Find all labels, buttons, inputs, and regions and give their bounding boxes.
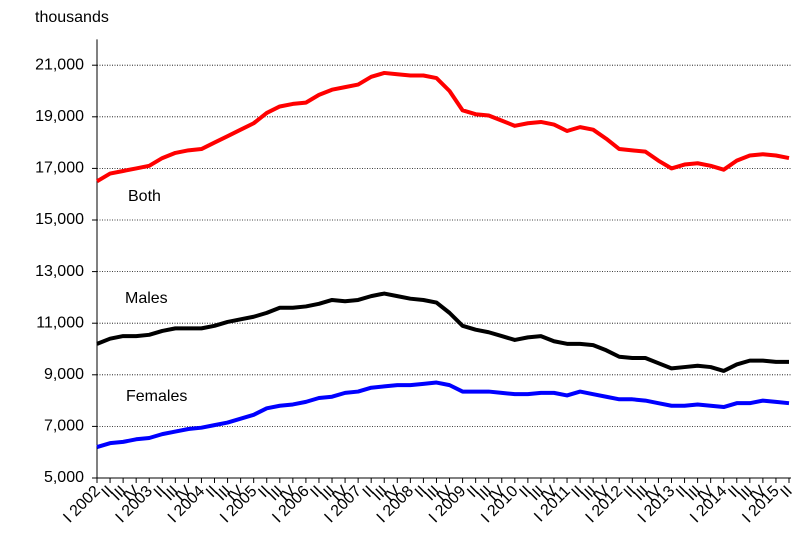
y-tick-label: 5,000 — [44, 469, 84, 486]
x-tick-label: II — [778, 483, 792, 501]
y-tick-label: 11,000 — [36, 314, 84, 331]
series-label: Females — [126, 388, 187, 405]
y-tick-label: 9,000 — [44, 366, 84, 383]
y-tick-label: 21,000 — [35, 56, 84, 73]
series-label: Males — [125, 290, 168, 307]
y-tick-label: 13,000 — [35, 263, 84, 280]
series-line — [95, 70, 790, 184]
y-tick-label: 15,000 — [35, 211, 84, 228]
y-tick-label: 19,000 — [35, 108, 84, 125]
y-tick-label: 7,000 — [44, 418, 84, 435]
series-line — [96, 380, 790, 449]
series-line — [96, 291, 789, 373]
y-tick-label: 17,000 — [35, 160, 84, 177]
y-axis-label: thousands — [35, 9, 109, 26]
series-label: Both — [128, 188, 161, 205]
